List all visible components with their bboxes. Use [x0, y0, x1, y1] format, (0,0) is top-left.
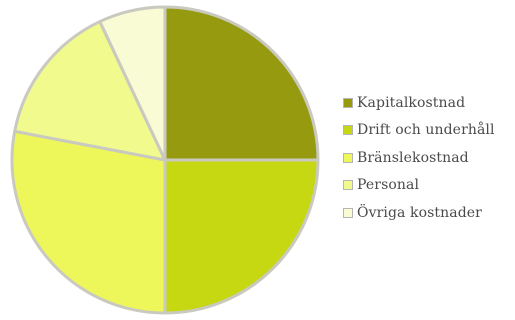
pie-slice-ovriga-kostnader	[98, 5, 167, 162]
legend-label-kapitalkostnad: Kapitalkostnad	[357, 94, 466, 111]
legend-item-branslekostnad: Bränslekostnad	[343, 144, 513, 172]
legend-item-ovriga-kostnader: Övriga kostnader	[343, 199, 513, 227]
legend-swatch-personal	[343, 180, 353, 191]
pie-slice-kapitalkostnad	[163, 5, 320, 162]
pie-slice-personal	[13, 20, 167, 162]
pie-chart	[10, 5, 320, 315]
pie-slice-branslekostnad	[10, 129, 167, 315]
legend-swatch-drift-och-underhall	[343, 125, 353, 136]
legend-swatch-branslekostnad	[343, 152, 353, 163]
legend: Kapitalkostnad Drift och underhåll Bräns…	[343, 89, 513, 227]
legend-label-personal: Personal	[357, 177, 420, 194]
legend-item-kapitalkostnad: Kapitalkostnad	[343, 89, 513, 117]
legend-swatch-ovriga-kostnader	[343, 207, 353, 218]
legend-swatch-kapitalkostnad	[343, 97, 353, 108]
pie-slice-drift-och-underhall	[163, 158, 320, 315]
legend-label-drift-och-underhall: Drift och underhåll	[357, 122, 495, 139]
legend-item-drift-och-underhall: Drift och underhåll	[343, 117, 513, 145]
legend-label-ovriga-kostnader: Övriga kostnader	[357, 204, 482, 221]
legend-item-personal: Personal	[343, 172, 513, 200]
legend-label-branslekostnad: Bränslekostnad	[357, 149, 469, 166]
